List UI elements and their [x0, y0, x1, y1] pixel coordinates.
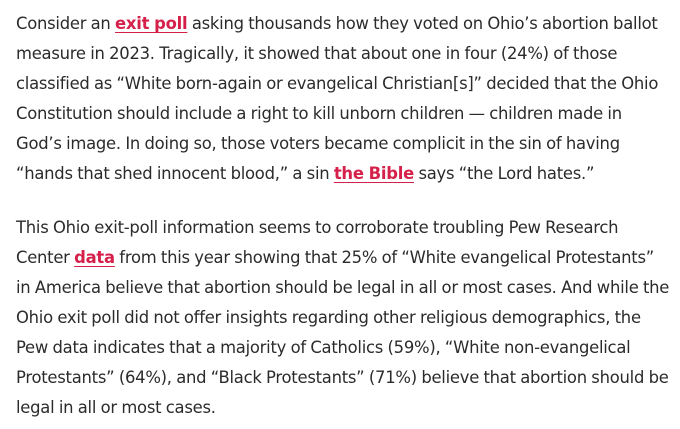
inline-link[interactable]: the Bible — [333, 164, 414, 183]
text-run: asking thousands how they voted on Ohio’… — [16, 14, 659, 183]
text-run: Consider an — [16, 14, 116, 33]
text-run: This Ohio exit-poll information seems to… — [16, 218, 619, 267]
text-run: says “the Lord hates.” — [414, 164, 595, 183]
paragraph: This Ohio exit-poll information seems to… — [16, 213, 670, 423]
paragraph: Consider an exit poll asking thousands h… — [16, 9, 670, 189]
inline-link[interactable]: data — [74, 248, 115, 267]
inline-link[interactable]: exit poll — [115, 14, 188, 33]
text-run: from this year showing that 25% of “Whit… — [16, 248, 670, 417]
